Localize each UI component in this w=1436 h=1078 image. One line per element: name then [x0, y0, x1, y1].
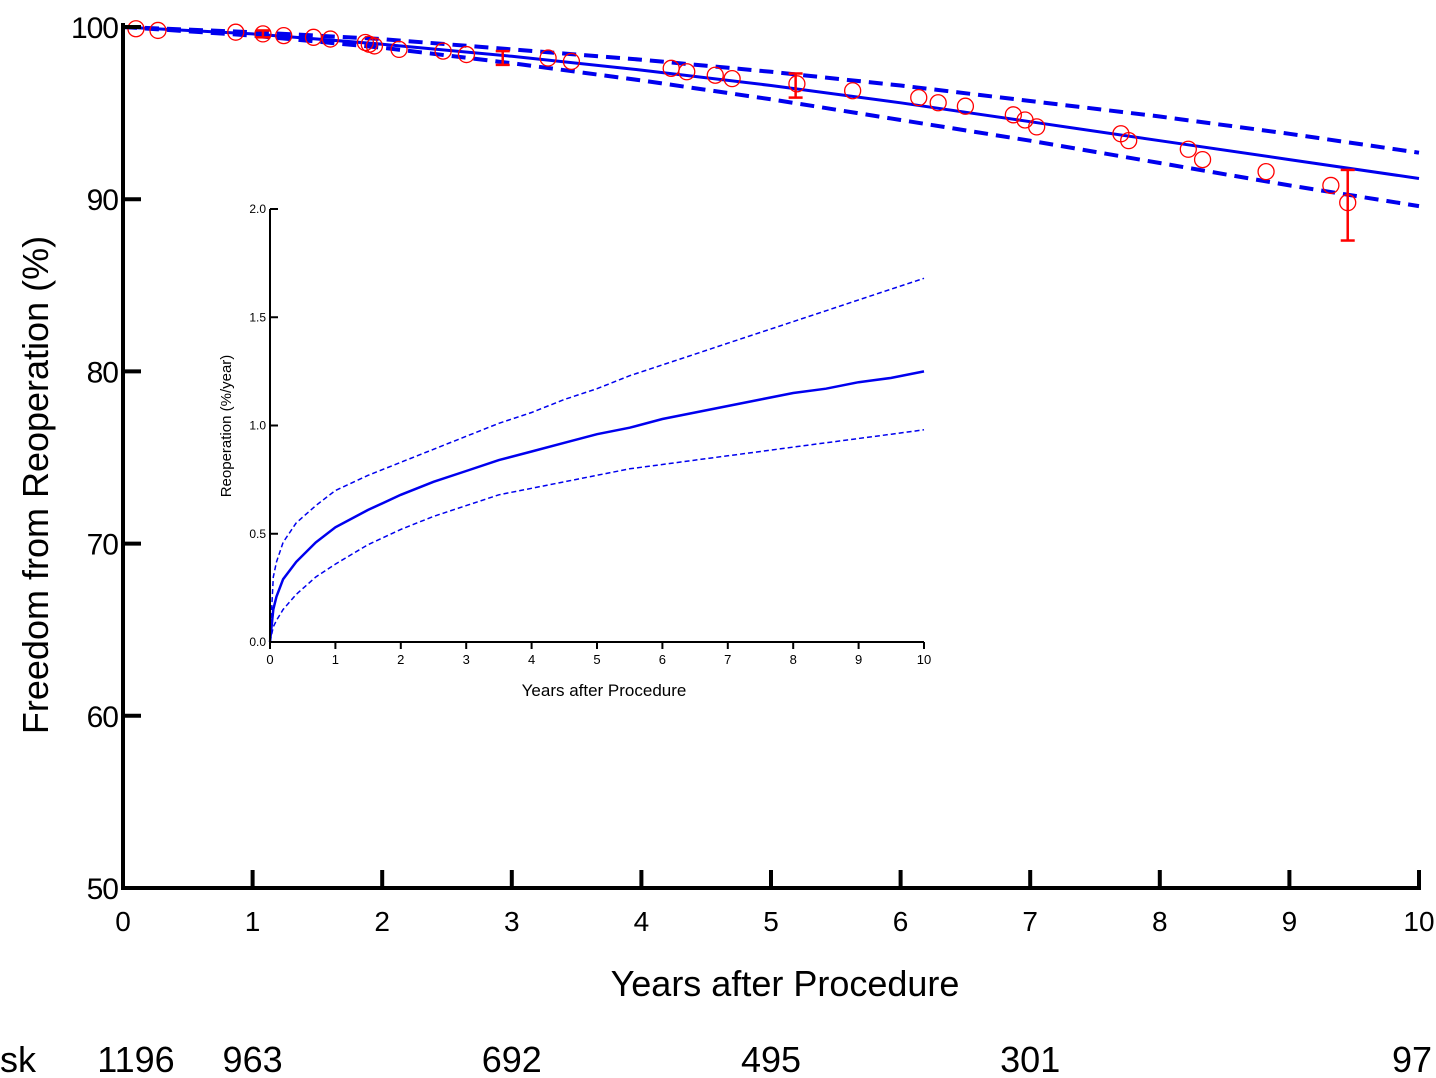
- inset-y-tick-label: 1.0: [249, 419, 266, 433]
- main-y-tick-label: 70: [87, 529, 119, 562]
- inset-x-tick-label: 6: [659, 652, 666, 667]
- main-x-tick-label: 1: [245, 906, 261, 937]
- observed-point: [390, 40, 408, 59]
- observed-point: [149, 21, 167, 40]
- number-at-risk-row: sk 1196 963 692 495 301 97: [0, 1039, 1432, 1078]
- at-risk-row-label: sk: [0, 1039, 37, 1078]
- main-y-tick-label: 90: [87, 184, 119, 217]
- observed-point: [678, 63, 696, 81]
- hazard-confidence-line: [269, 429, 925, 643]
- observed-point: [910, 88, 928, 107]
- observed-point: [1193, 150, 1212, 169]
- observed-point: [723, 70, 741, 88]
- inset-series-group: [268, 277, 925, 643]
- main-x-tick-label: 10: [1403, 906, 1434, 937]
- observed-point: [956, 97, 975, 115]
- inset-y-tick-label: 2.0: [249, 202, 266, 216]
- main-y-tick-label: 80: [87, 356, 119, 389]
- inset-x-tick-label: 9: [855, 652, 862, 667]
- inset-x-tick-label: 3: [463, 652, 470, 667]
- at-risk-count: 1196: [97, 1039, 174, 1078]
- hazard-estimate-line: [268, 370, 925, 643]
- main-y-tick-label: 60: [87, 701, 119, 734]
- inset-x-tick-label: 8: [790, 652, 797, 667]
- at-risk-count: 495: [741, 1039, 801, 1078]
- observed-point: [706, 66, 724, 84]
- main-y-tick-label: 50: [87, 873, 119, 906]
- observed-point: [1120, 132, 1138, 150]
- observed-point: [434, 42, 452, 60]
- hazard-confidence-line: [269, 277, 925, 643]
- inset-x-tick-label: 7: [724, 652, 731, 667]
- observed-point: [321, 30, 340, 48]
- confidence-limit-line: [122, 25, 1420, 155]
- inset-x-tick-label: 5: [593, 652, 600, 667]
- main-y-tick-label: 100: [71, 12, 118, 45]
- inset-y-tick-label: 0.5: [249, 527, 266, 541]
- main-x-tick-label: 6: [893, 906, 909, 937]
- main-x-tick-label: 5: [763, 906, 779, 937]
- observed-point: [457, 45, 476, 64]
- main-x-tick-label: 8: [1152, 906, 1168, 937]
- observed-point: [1179, 140, 1197, 158]
- observed-point: [1322, 176, 1340, 195]
- main-x-tick-label: 2: [374, 906, 390, 937]
- observed-point: [304, 28, 323, 46]
- at-risk-count: 963: [223, 1039, 283, 1078]
- observed-point: [275, 26, 293, 45]
- inset-axes-group: 0 1 2 3 4 5 6 7 8 9 10 0.0 0.5 1.0 1.5 2.0: [249, 202, 931, 667]
- main-y-axis-title: Freedom from Reoperation (%): [15, 236, 56, 734]
- observed-point: [929, 94, 947, 112]
- main-x-tick-label: 3: [504, 906, 520, 937]
- observed-point: [227, 23, 245, 41]
- confidence-limit-line: [122, 25, 1420, 209]
- inset-y-tick-label: 0.0: [249, 635, 266, 649]
- inset-y-tick-label: 1.5: [249, 310, 266, 324]
- observed-point: [539, 49, 557, 67]
- observed-point: [788, 75, 806, 93]
- observed-point: [1257, 162, 1275, 181]
- at-risk-count: 97: [1392, 1039, 1432, 1078]
- observed-point: [562, 52, 581, 71]
- at-risk-count: 692: [482, 1039, 542, 1078]
- observed-point: [1028, 118, 1046, 136]
- main-x-axis-title: Years after Procedure: [611, 963, 960, 1004]
- observed-point: [365, 37, 384, 55]
- inset-x-tick-label: 2: [397, 652, 404, 667]
- at-risk-count: 301: [1000, 1039, 1060, 1078]
- inset-x-tick-label: 4: [528, 652, 535, 667]
- main-x-tick-label: 0: [115, 906, 131, 937]
- inset-x-tick-label: 10: [917, 652, 931, 667]
- fitted-survival-line: [122, 25, 1420, 180]
- reoperation-hazard-inset-chart: 0 1 2 3 4 5 6 7 8 9 10 0.0 0.5 1.0 1.5 2.0 Reoperation …: [218, 202, 931, 700]
- observed-point: [1004, 106, 1023, 124]
- main-series-group: [122, 20, 1420, 242]
- inset-x-axis-title: Years after Procedure: [522, 681, 687, 700]
- inset-x-tick-label: 1: [332, 652, 339, 667]
- observed-point: [843, 82, 862, 100]
- inset-y-axis-title: Reoperation (%/year): [218, 355, 235, 498]
- main-x-tick-label: 7: [1022, 906, 1038, 937]
- main-x-tick-label: 9: [1282, 906, 1298, 937]
- main-x-tick-label: 4: [634, 906, 650, 937]
- observed-point: [254, 25, 272, 43]
- inset-x-tick-label: 0: [266, 652, 273, 667]
